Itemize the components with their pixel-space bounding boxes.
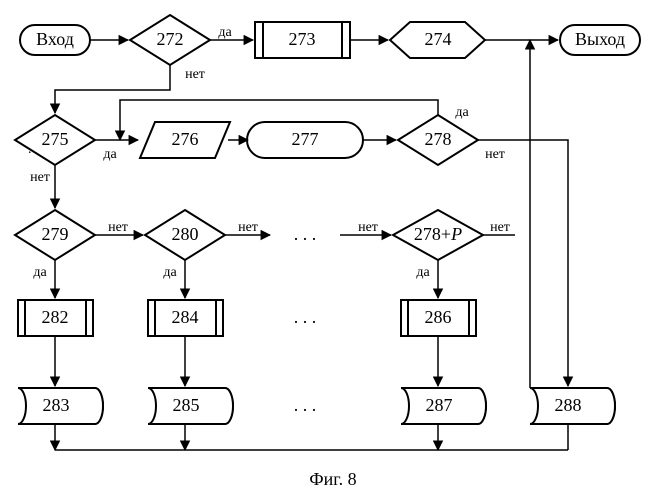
node-280: 280 (145, 210, 225, 260)
end-label: Выход (575, 29, 625, 49)
label-280-no: нет (238, 220, 258, 235)
node-283: 283 (18, 388, 103, 424)
label-275-no: нет (30, 170, 50, 185)
label-278-yes: да (455, 105, 469, 120)
svg-text:275: 275 (42, 129, 69, 149)
svg-text:282: 282 (42, 307, 69, 327)
label-ell-no: нет (358, 220, 378, 235)
svg-text:283: 283 (43, 395, 70, 415)
svg-text:274: 274 (425, 29, 452, 49)
start-label: Вход (36, 29, 74, 49)
svg-text:280: 280 (172, 224, 199, 244)
label-280-yes: да (163, 265, 177, 280)
svg-text:288: 288 (555, 395, 582, 415)
label-279-no: нет (108, 220, 128, 235)
node-285: 285 (148, 388, 233, 424)
ellipsis-r5: . . . (294, 395, 317, 415)
edge-272-275 (55, 65, 170, 113)
svg-text:285: 285 (173, 395, 200, 415)
svg-text:276: 276 (172, 129, 199, 149)
node-275: 275 . (15, 115, 95, 165)
node-272: 272 (130, 15, 210, 65)
node-282: 282 (18, 300, 93, 336)
node-284: 284 (148, 300, 223, 336)
node-277: 277 (247, 122, 363, 158)
svg-text:279: 279 (42, 224, 69, 244)
node-278p: 278+P (393, 210, 483, 260)
node-276: 276 (140, 122, 230, 158)
start-node: Вход (20, 25, 90, 55)
label-278p-yes: да (416, 265, 430, 280)
label-279-yes: да (33, 265, 47, 280)
figure-caption: Фиг. 8 (309, 469, 356, 489)
svg-text:278+P: 278+P (414, 224, 462, 244)
svg-text:286: 286 (425, 307, 452, 327)
label-272-no: нет (185, 67, 205, 82)
node-274: 274 (390, 22, 485, 58)
label-278-no: нет (485, 147, 505, 162)
node-279: 279 (15, 210, 95, 260)
svg-text:272: 272 (157, 29, 184, 49)
ellipsis-r3: . . . (294, 224, 317, 244)
svg-text:278: 278 (425, 129, 452, 149)
node-288: 288 (530, 388, 615, 424)
label-278p-no: нет (490, 220, 510, 235)
node-278: 278 (398, 115, 478, 165)
edge-278-no-288 (478, 140, 568, 386)
ellipsis-r4: . . . (294, 307, 317, 327)
svg-text:273: 273 (289, 29, 316, 49)
end-node: Выход (560, 25, 640, 55)
svg-text:287: 287 (426, 395, 453, 415)
label-275-yes: да (103, 147, 117, 162)
node-273: 273 (255, 22, 350, 58)
svg-text:277: 277 (292, 129, 319, 149)
node-286: 286 (401, 300, 476, 336)
node-287: 287 (401, 388, 486, 424)
svg-text:.: . (28, 142, 32, 157)
label-272-yes: да (218, 25, 232, 40)
svg-text:284: 284 (172, 307, 199, 327)
